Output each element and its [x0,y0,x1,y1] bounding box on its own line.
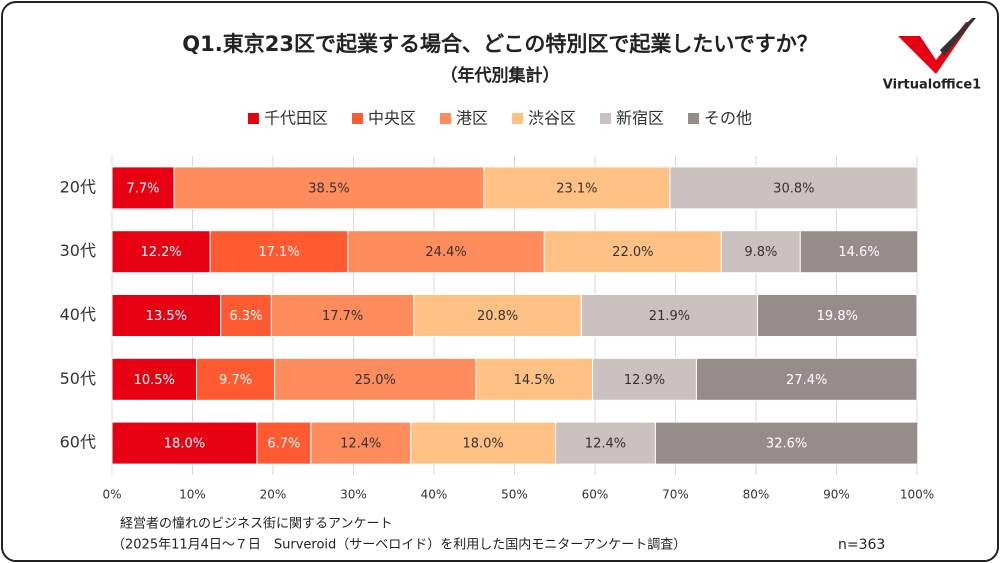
bar-segment [799,230,919,274]
x-tick-label: 20% [260,488,287,502]
bar-segment [654,421,919,465]
legend-label: 渋谷区 [528,109,576,128]
x-tick-label: 0% [102,488,121,502]
value-label: 10.5% [134,373,175,388]
legend-swatch [247,113,259,124]
footnote: （2025年11月4日～７日 Surveroid（サーベロイド）を利用した国内モ… [112,537,686,553]
x-tick-label: 50% [501,488,528,502]
value-label: 6.7% [267,437,300,452]
bar-segment [669,166,919,210]
bar-segment [543,230,722,274]
legend-item: その他 [688,109,752,128]
bar-segment [111,230,211,274]
legend-item: 新宿区 [600,109,664,128]
bar-segment [310,421,412,465]
bar-segment [173,166,485,210]
value-label: 17.1% [258,245,299,260]
x-tick-label: 30% [340,488,367,502]
y-tick-label: 20代 [60,177,96,196]
bar-segment [209,230,349,274]
bar-segment [483,166,671,210]
bar-segment [555,421,656,465]
value-label: 12.4% [340,437,381,452]
bar-segment [475,357,594,401]
footnote: 経営者の憧れのビジネス街に関するアンケート [120,517,392,532]
legend-swatch [512,113,523,124]
x-tick-label: 70% [662,488,689,502]
logo-text: Virtualoffice1 [883,78,981,93]
bar-segment [580,294,759,337]
bar-segment [410,421,557,465]
value-label: 9.7% [219,373,252,388]
legend-item: 渋谷区 [512,109,576,128]
value-label: 24.4% [425,245,466,260]
value-label: 20.8% [477,309,518,324]
value-label: 23.1% [556,181,597,196]
y-tick-label: 50代 [60,369,96,388]
y-tick-label: 60代 [60,433,96,452]
y-tick-label: 30代 [60,241,96,260]
legend-item: 中央区 [351,109,416,128]
legend-label: 千代田区 [264,109,328,128]
bar-segment [757,294,918,337]
x-tick-label: 100% [900,488,934,502]
bar-segment [592,357,697,401]
value-label: 14.5% [514,373,555,388]
x-tick-label: 40% [421,488,448,502]
value-label: 7.7% [126,181,159,196]
x-tick-label: 80% [743,488,770,502]
legend-swatch [600,113,612,124]
value-label: 38.5% [308,181,349,196]
legend-item: 港区 [439,109,488,128]
value-label: 12.2% [140,245,181,260]
x-tick-label: 60% [582,488,609,502]
value-label: 17.7% [322,309,363,324]
legend-item: 千代田区 [247,109,328,128]
x-tick-label: 10% [179,488,206,502]
legend-swatch [439,113,451,124]
value-label: 27.4% [786,373,827,388]
legend-label: 新宿区 [616,109,664,128]
bar-segment [111,166,175,210]
logo-mark [940,18,976,56]
value-label: 9.8% [744,245,777,260]
legend-swatch [688,113,700,124]
bar-segment [196,357,276,401]
value-label: 21.9% [649,309,690,324]
bar-segment [256,421,312,465]
y-tick-label: 40代 [60,305,96,324]
value-label: 30.8% [773,181,814,196]
bar-segment [347,230,545,274]
value-label: 6.3% [230,309,263,324]
x-tick-label: 90% [823,488,850,502]
chart-title: Q1.東京23区で起業する場合、どこの特別区で起業したいですか？ [182,32,817,56]
value-label: 12.4% [585,437,626,452]
chart-subtitle: （年代別集計） [441,65,560,86]
bar-segment [220,294,272,337]
sample-size: n=363 [838,537,885,553]
legend-swatch [351,113,363,124]
value-label: 14.6% [838,245,879,260]
value-label: 12.9% [624,373,665,388]
bar-segment [111,357,198,401]
value-label: 18.0% [462,437,503,452]
bar-segment [720,230,801,274]
legend-label: 港区 [456,109,488,128]
value-label: 13.5% [146,309,187,324]
bar-segment [413,294,582,337]
value-label: 18.0% [164,437,205,452]
value-label: 25.0% [355,373,396,388]
value-label: 32.6% [766,437,807,452]
bar-segment [111,294,222,337]
bar-segment [695,357,918,401]
value-label: 22.0% [612,245,653,260]
value-label: 19.8% [817,309,858,324]
legend-label: その他 [704,109,752,128]
legend-label: 中央区 [368,109,416,128]
